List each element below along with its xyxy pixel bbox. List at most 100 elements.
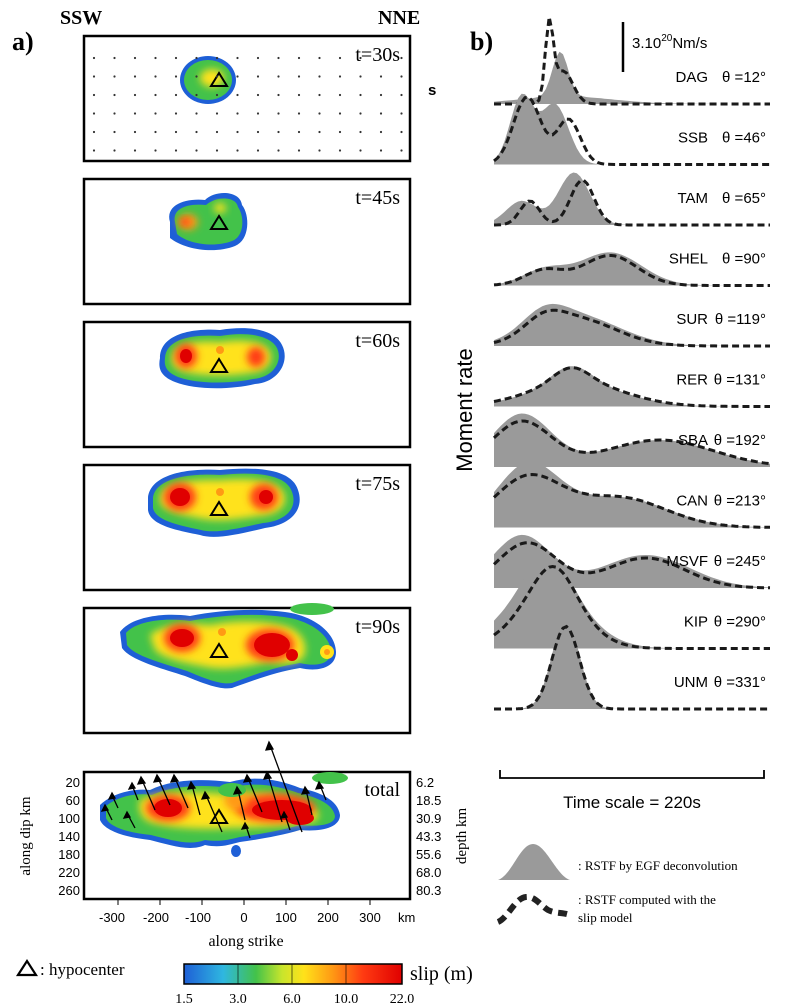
colorbar-tick: 3.0 — [229, 992, 247, 1007]
station-name: MSVF — [666, 553, 708, 570]
panel-b-label: b) — [470, 27, 493, 56]
egf-stf-area — [494, 461, 770, 528]
dip-tick: 220 — [58, 865, 80, 880]
model-stf-line — [493, 254, 770, 287]
station-azimuth: θ =131° — [714, 372, 766, 389]
dip-tick: 180 — [58, 847, 80, 862]
egf-stf-area — [494, 252, 770, 286]
stf-trace: UNM θ =331° — [494, 619, 770, 711]
hypocenter-triangle — [209, 808, 229, 824]
station-name: SSB — [678, 130, 708, 147]
hypocenter-triangle — [209, 500, 229, 516]
strike-tick: 200 — [317, 910, 339, 925]
strike-tick: -300 — [99, 910, 125, 925]
depth-tick: 68.0 — [416, 865, 441, 880]
hypocenter-triangle — [209, 71, 229, 87]
station-azimuth: θ =213° — [714, 493, 766, 510]
stf-stack: DAG θ =12° SSB θ =46° TAM θ =65° SHEL θ =90° SUR… — [492, 16, 771, 711]
snapshot-panel: t=90s — [82, 603, 412, 735]
strike-tick: -200 — [143, 910, 169, 925]
egf-stf-area — [494, 413, 770, 467]
model-legend-label-2: slip model — [578, 910, 633, 925]
station-name: TAM — [677, 190, 708, 207]
hypocenter-triangle — [209, 642, 229, 658]
station-azimuth: θ =12° — [722, 69, 766, 86]
moment-rate-label: Moment rate — [452, 348, 477, 472]
nne-label: NNE — [378, 7, 420, 29]
snapshot-panel: t=60s — [82, 320, 412, 449]
y-axis-right-label: depth km — [454, 808, 470, 865]
depth-tick: 6.2 — [416, 775, 434, 790]
station-name: SBA — [678, 432, 708, 449]
stf-trace: SBA θ =192° — [492, 413, 771, 467]
model-legend-icon — [496, 893, 574, 925]
strike-unit: km — [398, 910, 415, 925]
svg-text:3.1020Nm/s: 3.1020Nm/s — [632, 33, 707, 52]
depth-tick: 80.3 — [416, 883, 441, 898]
strike-tick: -100 — [185, 910, 211, 925]
dip-tick: 20 — [66, 775, 80, 790]
scale-exponent: 20 — [661, 33, 673, 44]
model-stf-line — [492, 419, 771, 466]
slip-patch — [120, 603, 336, 689]
station-name: SUR — [676, 311, 708, 328]
total-slip-panel: 20 60 100 140 180 220 260 6.2 18.5 30.9 … — [18, 740, 470, 950]
egf-legend-icon — [498, 844, 570, 880]
station-name: RER — [676, 372, 708, 389]
depth-tick: 18.5 — [416, 793, 441, 808]
station-azimuth: θ =65° — [722, 190, 766, 207]
model-stf-line — [493, 564, 770, 650]
slip-colorbar: slip (m) 1.5 3.0 6.0 10.0 22.0 — [175, 963, 473, 1007]
time-label: t=45s — [355, 187, 400, 209]
colorbar-tick: 10.0 — [334, 992, 359, 1007]
model-stf-line — [493, 95, 770, 166]
egf-stf-area — [494, 93, 770, 165]
stf-trace: SHEL θ =90° — [493, 251, 770, 287]
stf-legend: : RSTF by EGF deconvolution : RSTF compu… — [496, 844, 738, 925]
y-axis-left-label: along dip km — [18, 796, 34, 875]
egf-stf-area — [494, 303, 770, 346]
time-label: t=90s — [355, 616, 400, 638]
model-stf-line — [494, 624, 770, 711]
station-name: DAG — [675, 69, 708, 86]
station-azimuth: θ =192° — [714, 432, 766, 449]
panel-a-label: a) — [12, 27, 34, 56]
stf-trace: RER θ =131° — [493, 366, 770, 408]
model-stf-line — [492, 541, 771, 590]
colorbar-tick: 6.0 — [283, 992, 301, 1007]
model-stf-line — [493, 308, 770, 348]
slip-patch — [159, 328, 285, 389]
station-name: SHEL — [669, 251, 708, 268]
stf-trace: SUR θ =119° — [493, 303, 770, 348]
model-stf-line — [492, 472, 770, 529]
hypocenter-legend-icon — [15, 958, 39, 977]
station-name: UNM — [674, 674, 708, 691]
depth-tick: 30.9 — [416, 811, 441, 826]
total-label: total — [364, 779, 400, 801]
dip-tick: 140 — [58, 829, 80, 844]
strike-tick: 0 — [240, 910, 247, 925]
slip-patch — [148, 468, 300, 537]
depth-tick: 43.3 — [416, 829, 441, 844]
colorbar-tick: 22.0 — [390, 992, 415, 1007]
time-scale-bracket: Time scale = 220s — [499, 770, 765, 812]
colorbar-tick: 1.5 — [175, 992, 193, 1007]
model-legend-label-1: : RSTF computed with the — [578, 892, 716, 907]
stf-trace: SSB θ =46° — [493, 93, 770, 166]
slip-patch — [169, 193, 248, 251]
egf-stf-area — [494, 366, 770, 407]
model-stf-line — [493, 178, 770, 227]
time-label: t=60s — [355, 330, 400, 352]
station-azimuth: θ =90° — [722, 251, 766, 268]
station-azimuth: θ =46° — [722, 130, 766, 147]
stf-trace: CAN θ =213° — [492, 461, 770, 529]
hypocenter-triangle — [209, 214, 229, 230]
stray-label: s — [428, 82, 436, 99]
stf-trace: TAM θ =65° — [493, 172, 770, 227]
dip-tick: 100 — [58, 811, 80, 826]
strike-tick: 300 — [359, 910, 381, 925]
scale-value: 3.10 — [632, 35, 661, 52]
depth-tick: 55.6 — [416, 847, 441, 862]
egf-stf-area — [494, 619, 770, 709]
